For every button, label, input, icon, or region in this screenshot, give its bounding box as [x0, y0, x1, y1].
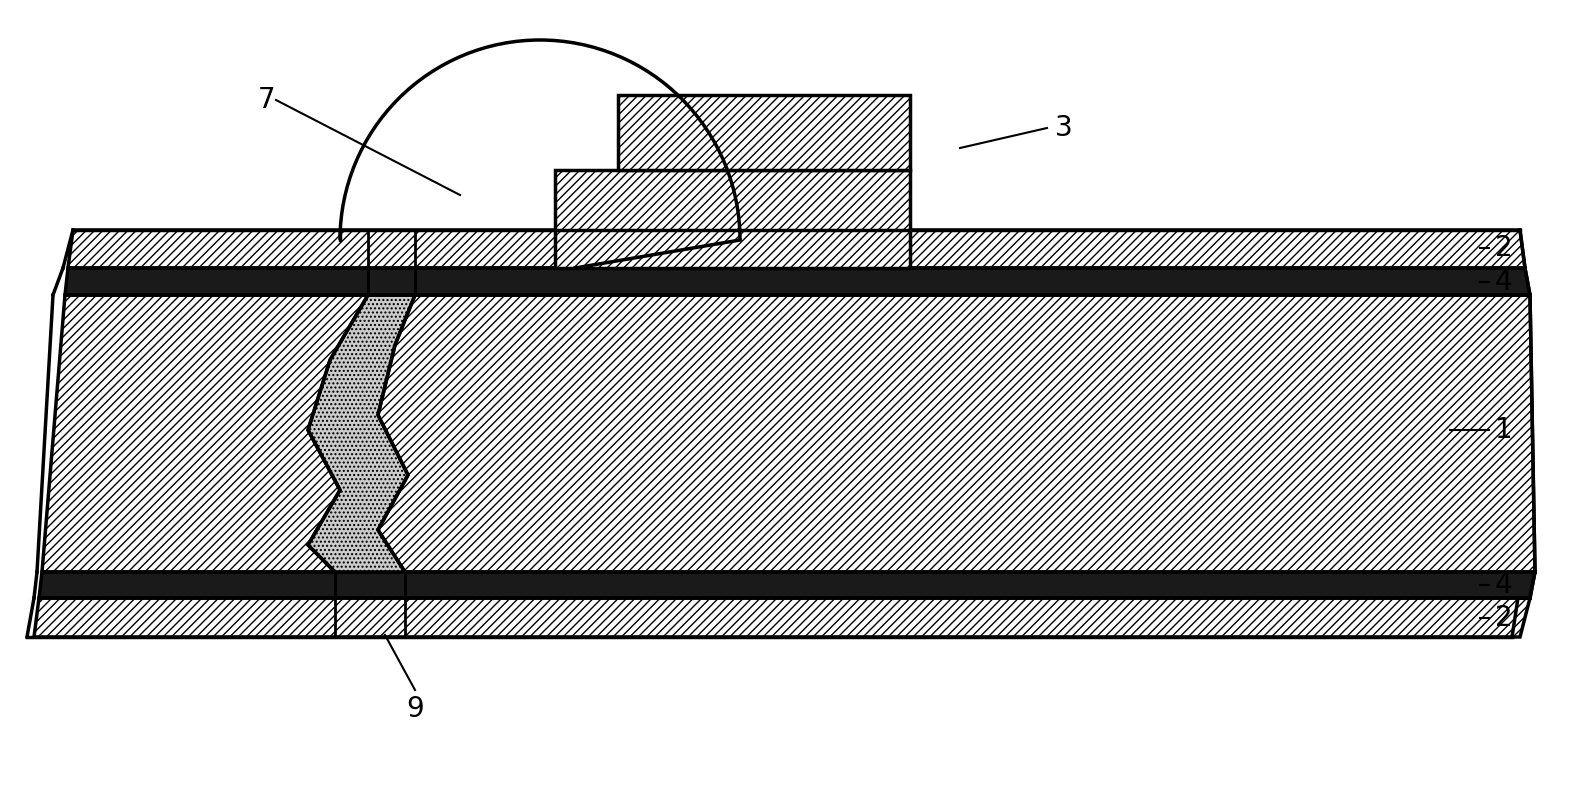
- Text: 9: 9: [406, 695, 423, 723]
- Text: 2: 2: [1496, 604, 1513, 632]
- Polygon shape: [40, 572, 1535, 598]
- Text: 7: 7: [258, 86, 275, 114]
- Text: 4: 4: [1496, 571, 1513, 599]
- Text: 3: 3: [1055, 114, 1072, 142]
- Polygon shape: [33, 598, 1531, 637]
- Text: 1: 1: [1496, 416, 1513, 444]
- Polygon shape: [617, 95, 910, 170]
- Polygon shape: [309, 295, 415, 572]
- Polygon shape: [65, 268, 1531, 295]
- Text: 2: 2: [1496, 234, 1513, 262]
- Polygon shape: [68, 230, 1526, 268]
- Polygon shape: [41, 295, 1535, 572]
- Text: 4: 4: [1496, 268, 1513, 296]
- Polygon shape: [555, 170, 910, 268]
